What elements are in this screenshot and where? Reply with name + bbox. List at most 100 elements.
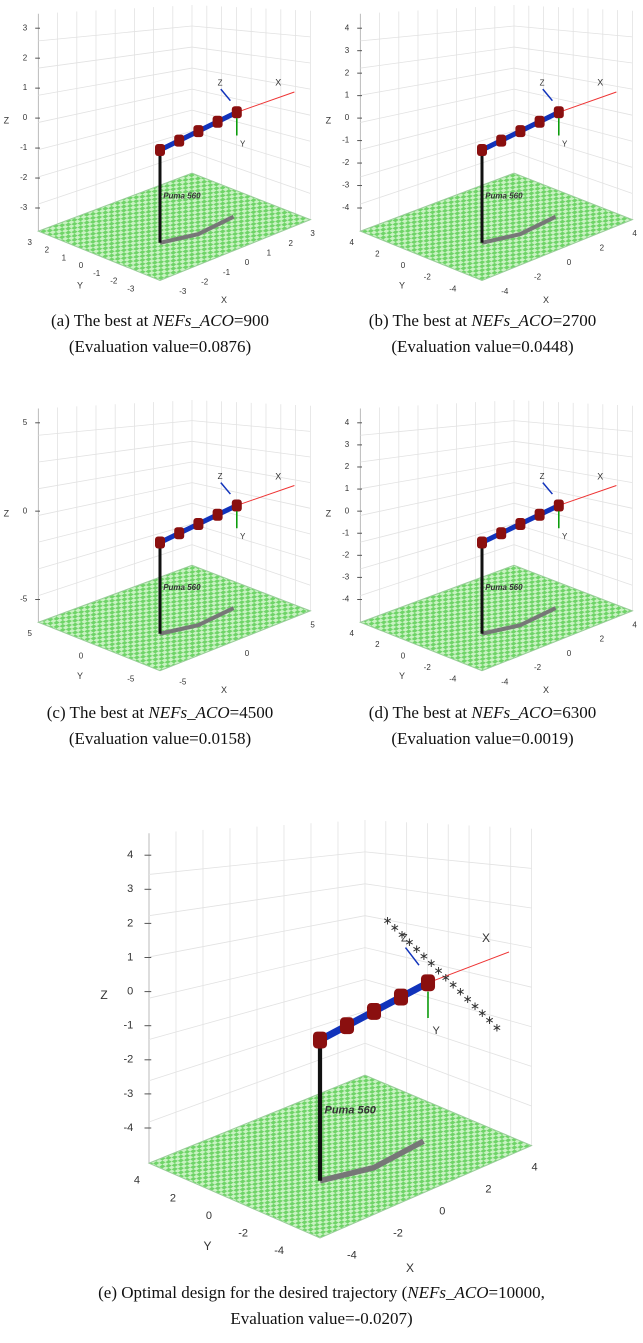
robot-joint: [212, 508, 223, 521]
grid-line: [38, 420, 193, 436]
z-tick-label: 4: [127, 849, 133, 861]
z-tick-label: -1: [342, 136, 350, 145]
caption-variable: NEFs_ACO: [471, 311, 553, 330]
robot-joint: [477, 144, 487, 156]
frame-z-axis: [220, 482, 231, 495]
z-tick-label: 5: [23, 418, 28, 427]
desired-point: ∗: [441, 970, 451, 984]
frame-z-label: Z: [218, 472, 223, 481]
x-tick-label: 1: [267, 249, 272, 258]
z-tick-label: 3: [345, 440, 350, 449]
frame-x-label: X: [597, 78, 603, 88]
floor: [359, 564, 634, 672]
y-tick-label: 0: [401, 652, 406, 661]
z-tick-label: -2: [342, 158, 350, 167]
desired-point: ∗: [404, 935, 414, 949]
robot-joint: [155, 536, 165, 549]
caption-line2: (Evaluation value=0.0158): [68, 729, 252, 748]
caption-suffix: =2700: [552, 311, 597, 330]
grid-line: [360, 46, 515, 69]
grid-line: [191, 67, 311, 90]
z-tick-label: 3: [127, 883, 133, 895]
x-tick-label: 4: [532, 1162, 538, 1174]
z-tick-label: -4: [342, 203, 350, 212]
robot-joint: [534, 508, 545, 521]
z-tick-label: 0: [345, 113, 350, 122]
z-tick-label: -2: [123, 1054, 133, 1066]
x-tick-label: -2: [534, 273, 542, 282]
caption-line: (a) The best at NEFs_ACO=900: [0, 308, 320, 334]
z-tick-label: -4: [342, 595, 350, 604]
z-tick-label: -1: [20, 143, 28, 152]
y-tick-label: 0: [79, 261, 84, 270]
grid-line: [364, 915, 532, 948]
grid-line: [191, 420, 311, 432]
x-tick-label: 2: [289, 239, 294, 248]
frame-z-axis: [404, 947, 420, 966]
grid-line: [360, 67, 515, 96]
robot-joint: [553, 499, 564, 512]
grid-line: [360, 25, 515, 42]
x-tick-label: -3: [179, 287, 187, 296]
caption-suffix: =4500: [229, 703, 274, 722]
caption: (a) The best at NEFs_ACO=900 (Evaluation …: [0, 308, 320, 360]
floor: [147, 1074, 533, 1239]
y-tick-label: 0: [401, 261, 406, 270]
robot-joint: [174, 527, 185, 540]
desired-point: ∗: [463, 992, 473, 1006]
robot-joint: [231, 499, 242, 512]
z-axis-label: Z: [326, 508, 332, 518]
frame-z-axis: [542, 482, 553, 495]
x-tick-label: 2: [485, 1184, 491, 1196]
trajectory-trace: [481, 606, 557, 636]
caption-suffix: =10000,: [488, 1283, 545, 1302]
grid-line: [513, 420, 633, 432]
z-tick-label: 3: [345, 46, 350, 55]
grid-line: [513, 461, 633, 484]
y-tick-label: -5: [127, 674, 135, 683]
y-tick-label: -1: [93, 269, 101, 278]
grid-line: [360, 420, 515, 436]
y-tick-label: -2: [238, 1228, 248, 1240]
grid-line: [191, 25, 311, 38]
z-tick-label: 1: [23, 83, 28, 92]
frame-x-label: X: [597, 471, 603, 481]
z-tick-label: 0: [23, 113, 28, 122]
y-tick-label: 2: [375, 250, 380, 259]
x-axis-label: X: [543, 295, 549, 305]
frame-x-axis: [558, 485, 617, 506]
robot-joint: [155, 144, 165, 156]
grid-line: [191, 46, 311, 64]
caption-suffix: =6300: [552, 703, 597, 722]
frame-z-label: Z: [540, 78, 545, 87]
x-tick-label: -2: [534, 663, 542, 672]
x-tick-label: 4: [632, 620, 637, 629]
frame-z-label: Z: [540, 472, 545, 481]
z-axis-label: Z: [326, 115, 332, 125]
caption-suffix: =900: [233, 311, 269, 330]
robot-joint: [515, 125, 526, 138]
x-axis-label: X: [221, 685, 227, 695]
floor: [359, 172, 634, 282]
caption-prefix: (c) The best at: [46, 703, 149, 722]
x-tick-label: 4: [632, 229, 637, 238]
z-tick-label: 2: [345, 68, 350, 77]
y-tick-label: -4: [449, 284, 457, 293]
x-tick-label: -4: [347, 1250, 357, 1262]
floor: [37, 172, 312, 282]
desired-point: ∗: [477, 1006, 487, 1020]
y-tick-label: 2: [170, 1192, 176, 1204]
grid-line: [360, 461, 515, 490]
frame-x-axis: [427, 951, 510, 984]
grid-line: [38, 440, 193, 463]
grid-line: [38, 46, 193, 69]
grid-line: [191, 440, 311, 458]
x-tick-label: -4: [501, 677, 509, 686]
grid-line: [38, 25, 193, 42]
y-axis-label: Y: [77, 281, 83, 291]
robot-joint: [212, 115, 223, 128]
frame-x-axis: [236, 91, 295, 113]
z-tick-label: 1: [345, 91, 350, 100]
robot-label: Puma 560: [485, 192, 523, 201]
